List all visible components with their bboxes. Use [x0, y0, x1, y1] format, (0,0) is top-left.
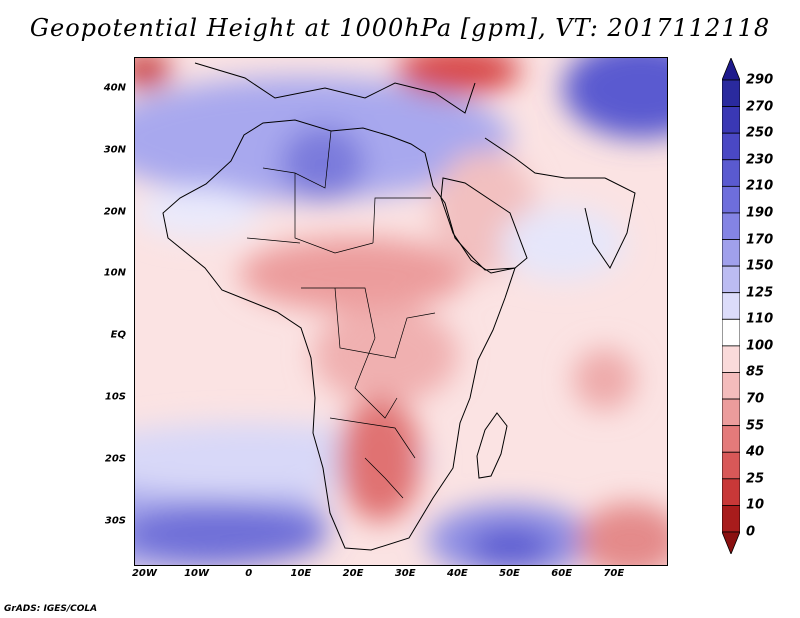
colorbar-swatch	[722, 292, 740, 320]
colorbar-swatch	[722, 398, 740, 427]
colorbar-swatch	[722, 345, 740, 373]
height-field-region	[338, 398, 422, 522]
colorbar-tick-label: 125	[746, 285, 774, 301]
colorbar-tick-label: 25	[746, 471, 765, 487]
colorbar-tick-label: 55	[746, 418, 765, 434]
colorbar-swatch	[722, 185, 740, 214]
africa-coastline	[162, 119, 516, 551]
europe-coastline	[194, 62, 476, 114]
latitude-tick-label: EQ	[110, 329, 126, 341]
colorbar-tick-label: 210	[746, 178, 774, 194]
colorbar-swatch	[722, 106, 740, 134]
arabia-coastline	[440, 177, 528, 274]
latitude-tick-label: 20S	[104, 453, 126, 465]
height-field-region	[395, 58, 521, 96]
latitude-tick-label: 10N	[103, 267, 126, 279]
colorbar-tick-label: 150	[746, 258, 774, 274]
map-title: Geopotential Height at 1000hPa [gpm], VT…	[29, 14, 771, 42]
coastlines	[162, 62, 636, 551]
height-field-region	[135, 58, 172, 89]
colorbar-tick-label: 290	[746, 72, 774, 88]
colorbar-swatch	[722, 212, 740, 240]
iran-coastline	[484, 137, 605, 179]
colorbar-swatch	[722, 265, 740, 294]
height-field-region	[135, 503, 328, 565]
longitude-tick-label: 30E	[394, 568, 416, 579]
height-field-region	[135, 187, 261, 238]
colorbar-swatch	[722, 451, 740, 480]
colorbar-swatch	[722, 79, 740, 107]
grads-credit: GrADS: IGES/COLA	[4, 604, 98, 614]
colorbar-tick-label: 170	[746, 232, 774, 248]
longitude-tick-label: 20W	[131, 568, 157, 579]
colorbar-swatch	[722, 425, 740, 453]
colorbar-tick-label: 270	[746, 99, 774, 115]
colorbar-swatch	[722, 372, 740, 400]
colorbar-swatch	[722, 478, 740, 506]
colorbar-swatch	[722, 239, 740, 267]
colorbar-tick-label: 250	[746, 125, 774, 141]
colorbar-swatch	[722, 531, 740, 554]
map-panel	[134, 57, 668, 566]
longitude-tick-label: 10W	[184, 568, 210, 579]
longitude-tick-label: 20E	[342, 568, 364, 579]
height-field-region	[468, 527, 553, 565]
height-field-region	[578, 503, 667, 565]
colorbar-tick-label: 110	[746, 311, 774, 327]
longitude-tick-label: 0	[245, 568, 253, 579]
india-coastline	[584, 177, 636, 269]
country-borders	[246, 130, 436, 499]
colorbar-tick-label: 10	[746, 497, 765, 513]
height-field-region	[239, 237, 469, 312]
latitude-tick-label: 10S	[104, 391, 126, 403]
latitude-tick-label: 20N	[103, 206, 126, 218]
height-field	[135, 58, 667, 565]
colorbar-tick-label: 85	[746, 364, 765, 380]
colorbar-swatch	[722, 132, 740, 161]
longitude-tick-label: 50E	[499, 568, 520, 579]
colorbar-tick-label: 0	[746, 524, 756, 540]
latitude-tick-label: 40N	[103, 82, 126, 94]
colorbar-swatch	[722, 58, 740, 81]
colorbar-tick-label: 70	[746, 391, 765, 407]
longitude-tick-label: 40E	[446, 568, 468, 579]
latitude-tick-label: 30N	[103, 144, 126, 156]
height-field-region	[500, 206, 626, 281]
colorbar-swatch	[722, 505, 740, 533]
geopotential-map	[135, 58, 667, 565]
colorbar-swatch	[722, 159, 740, 187]
height-field-region	[312, 305, 459, 405]
colorbar-tick-label: 100	[746, 338, 774, 354]
colorbar	[722, 58, 740, 554]
latitude-tick-label: 30S	[104, 515, 126, 527]
height-field-region	[281, 126, 365, 201]
longitude-tick-label: 60E	[551, 568, 573, 579]
longitude-tick-label: 70E	[603, 568, 625, 579]
colorbar-swatch	[722, 318, 740, 347]
madagascar-coastline	[476, 412, 508, 479]
colorbar-tick-label: 40	[746, 444, 765, 460]
colorbar-tick-label: 190	[746, 205, 774, 221]
height-field-region	[573, 348, 636, 411]
longitude-tick-label: 10E	[290, 568, 312, 579]
colorbar-tick-label: 230	[746, 152, 774, 168]
height-field-region	[562, 58, 667, 139]
